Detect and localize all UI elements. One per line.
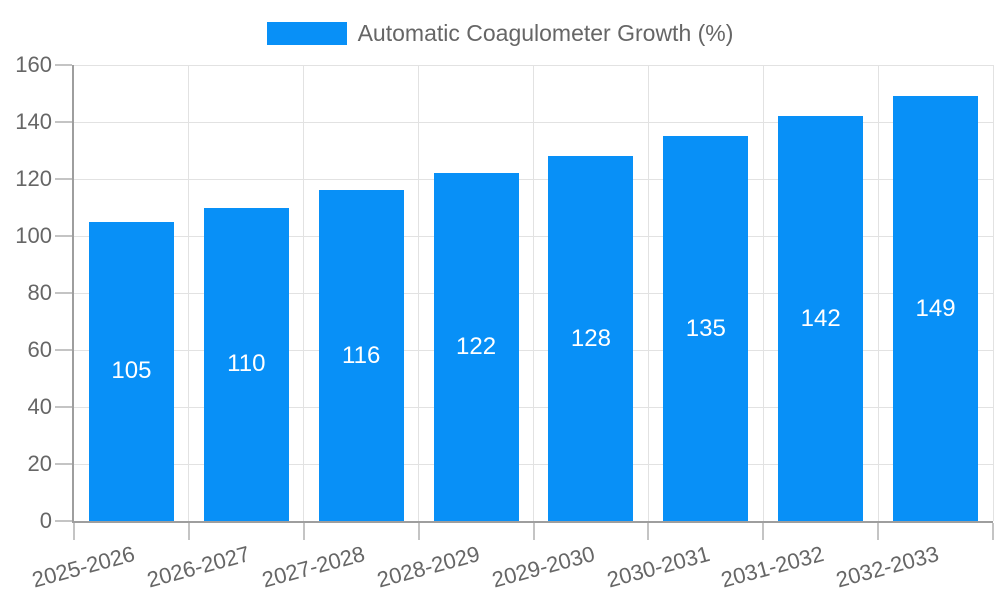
y-axis-tick-label: 140	[15, 109, 52, 134]
y-axis-line	[72, 65, 74, 523]
x-axis-tick-label: 2026-2027	[144, 541, 253, 593]
gridline-vertical	[877, 65, 879, 521]
gridline-vertical	[418, 65, 420, 521]
gridline-vertical	[647, 65, 649, 521]
y-axis-tick	[55, 349, 72, 351]
x-axis-tick	[647, 523, 650, 540]
x-axis-tick-label: 2025-2026	[29, 541, 138, 593]
x-axis-tick-label: 2028-2029	[374, 541, 483, 593]
y-axis-tick-label: 80	[27, 280, 52, 305]
bar-2028-2029[interactable]: 122	[433, 173, 519, 521]
bar-2031-2032[interactable]: 142	[778, 116, 864, 521]
bar-2026-2027[interactable]: 110	[203, 207, 289, 521]
x-axis-tick	[302, 523, 305, 540]
gridline-vertical	[533, 65, 534, 521]
x-axis-tick-label: 2027-2028	[259, 541, 368, 593]
y-axis-tick	[55, 64, 72, 66]
bar-2027-2028[interactable]: 116	[318, 190, 404, 521]
y-axis-tick	[55, 406, 72, 408]
y-axis-tick	[55, 463, 72, 465]
bar-value-label: 105	[111, 357, 152, 385]
x-axis-tick-label: 2032-2033	[833, 541, 942, 593]
x-axis-tick-label: 2031-2032	[718, 541, 827, 593]
y-axis-tick	[55, 292, 72, 294]
x-axis-tick	[877, 523, 880, 540]
x-axis-tick	[762, 523, 765, 540]
chart-legend[interactable]: Automatic Coagulometer Growth (%)	[0, 20, 1000, 47]
y-axis-tick	[55, 121, 72, 123]
bar-2029-2030[interactable]: 128	[548, 156, 634, 521]
bar-value-label: 128	[570, 324, 611, 352]
legend-label: Automatic Coagulometer Growth (%)	[357, 20, 734, 46]
bar-value-label: 149	[915, 294, 956, 322]
x-axis-line	[72, 521, 993, 523]
bar-2032-2033[interactable]: 149	[893, 96, 979, 521]
bar-value-label: 122	[456, 333, 497, 361]
gridline-vertical	[762, 65, 764, 521]
y-axis-tick	[55, 520, 72, 522]
y-axis-tick	[55, 178, 72, 180]
bar-2025-2026[interactable]: 105	[88, 221, 174, 521]
gridline-vertical	[303, 65, 305, 521]
y-axis-tick-label: 60	[27, 337, 52, 362]
legend-swatch-icon	[266, 22, 347, 45]
x-axis-tick-label: 2030-2031	[603, 541, 713, 593]
x-axis-tick	[73, 523, 75, 540]
y-axis-tick-label: 20	[27, 451, 52, 476]
y-axis-tick	[55, 235, 72, 237]
x-axis-tick	[187, 523, 190, 540]
y-axis-tick-label: 40	[27, 394, 52, 419]
x-axis-tick-label: 2029-2030	[489, 541, 598, 593]
x-axis-tick	[992, 523, 994, 540]
x-axis-tick	[532, 523, 535, 540]
x-axis-tick	[417, 523, 420, 540]
bar-value-label: 116	[342, 341, 381, 369]
bar-value-label: 110	[227, 350, 266, 378]
gridline-vertical	[992, 65, 994, 521]
bar-value-label: 142	[800, 304, 841, 332]
y-axis-tick-label: 120	[15, 166, 52, 191]
y-axis-tick-label: 100	[15, 223, 52, 248]
plot-area: 0 20 40 60 80 100 120 140 160 105 2025-2026 110 2026…	[15, 54, 994, 592]
gridline-vertical	[188, 65, 190, 521]
bar-2030-2031[interactable]: 135	[663, 136, 749, 521]
bar-value-label: 135	[685, 314, 726, 342]
y-axis-tick-label: 160	[15, 52, 52, 77]
y-axis-tick-label: 0	[39, 508, 52, 533]
